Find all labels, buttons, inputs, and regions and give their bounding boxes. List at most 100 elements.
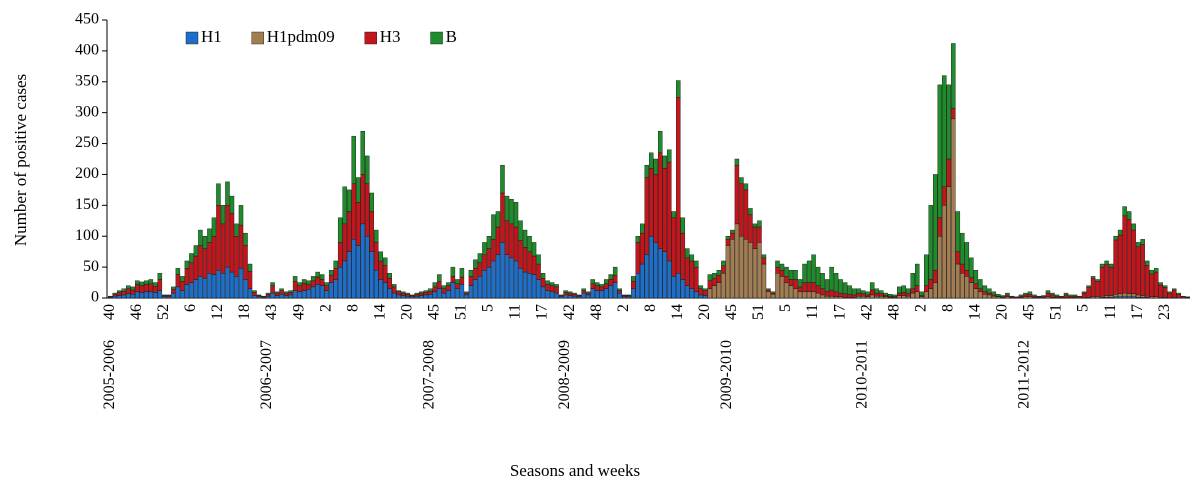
bar-segment bbox=[626, 294, 631, 296]
bar-segment bbox=[662, 155, 668, 169]
bar-segment bbox=[1005, 294, 1010, 297]
bar-segment bbox=[1135, 246, 1141, 296]
bar-segment bbox=[576, 294, 582, 296]
bar-segment bbox=[874, 292, 879, 297]
y-tick-label: 150 bbox=[75, 196, 99, 213]
bar-segment bbox=[117, 290, 122, 293]
bar-segment bbox=[121, 294, 127, 299]
bar-segment bbox=[229, 271, 235, 299]
x-axis-label: Seasons and weeks bbox=[510, 461, 640, 480]
bar-segment bbox=[126, 285, 131, 289]
x-tick-label: 8 bbox=[344, 304, 361, 312]
x-tick-label: 40 bbox=[101, 304, 118, 320]
bar-segment bbox=[680, 232, 686, 280]
bar-segment bbox=[906, 288, 911, 294]
bar-segment bbox=[522, 247, 528, 273]
bar-segment bbox=[779, 263, 785, 271]
bar-segment bbox=[698, 288, 704, 296]
bar-segment bbox=[838, 279, 843, 294]
bar-segment bbox=[676, 97, 681, 274]
bar-segment bbox=[297, 282, 302, 286]
bar-segment bbox=[202, 278, 208, 299]
bar-segment bbox=[833, 291, 839, 297]
bar-segment bbox=[743, 189, 749, 240]
bar-segment bbox=[468, 276, 474, 286]
bar-segment bbox=[603, 279, 609, 284]
bar-segment bbox=[527, 251, 532, 274]
bar-segment bbox=[901, 292, 906, 296]
bar-segment bbox=[982, 285, 988, 293]
bar-segment bbox=[355, 202, 361, 246]
bar-segment bbox=[1072, 294, 1078, 297]
bar-segment bbox=[527, 236, 532, 252]
bar-segment bbox=[1126, 219, 1132, 294]
bar-segment bbox=[608, 285, 613, 299]
bar-segment bbox=[328, 270, 334, 276]
bar-segment bbox=[806, 282, 812, 293]
bar-segment bbox=[779, 270, 785, 277]
bar-segment bbox=[964, 270, 970, 277]
bar-segment bbox=[324, 285, 329, 291]
bar-segment bbox=[1027, 291, 1033, 295]
bar-segment bbox=[1014, 296, 1019, 298]
bar-segment bbox=[383, 265, 388, 283]
bar-segment bbox=[567, 292, 573, 296]
x-tick-label: 2 bbox=[615, 304, 632, 312]
bar-segment bbox=[937, 236, 943, 299]
bar-segment bbox=[540, 286, 546, 299]
bar-segment bbox=[612, 282, 618, 299]
bar-segment bbox=[685, 248, 690, 259]
bar-segment bbox=[545, 290, 550, 299]
bar-segment bbox=[847, 285, 852, 295]
bar-segment bbox=[198, 229, 203, 246]
bar-segment bbox=[734, 158, 740, 166]
bar-segment bbox=[135, 291, 140, 299]
bar-segment bbox=[1059, 295, 1064, 297]
bar-segment bbox=[987, 288, 992, 294]
bar-segment bbox=[599, 284, 604, 288]
bar-segment bbox=[1108, 295, 1114, 298]
bar-segment bbox=[441, 285, 447, 289]
bar-segment bbox=[878, 293, 884, 297]
bar-segment bbox=[1027, 294, 1033, 297]
bar-segment bbox=[919, 291, 924, 296]
bar-segment bbox=[437, 281, 442, 289]
bar-segment bbox=[112, 295, 117, 299]
bar-segment bbox=[549, 285, 555, 293]
bar-segment bbox=[951, 43, 956, 109]
bar-segment bbox=[522, 229, 528, 248]
bar-segment bbox=[1095, 279, 1100, 282]
bar-segment bbox=[734, 164, 740, 225]
bar-segment bbox=[1167, 292, 1172, 299]
bar-segment bbox=[342, 223, 347, 262]
bar-segment bbox=[820, 288, 825, 296]
bar-segment bbox=[955, 211, 961, 252]
bar-segment bbox=[640, 263, 645, 299]
bar-segment bbox=[743, 183, 749, 191]
bar-segment bbox=[1140, 239, 1145, 245]
bar-segment bbox=[946, 186, 952, 299]
bar-segment bbox=[455, 283, 460, 289]
bar-segment bbox=[640, 223, 645, 234]
bar-segment bbox=[351, 135, 356, 184]
bar-segment bbox=[739, 183, 744, 237]
bar-segment bbox=[1095, 281, 1100, 297]
bar-segment bbox=[594, 290, 600, 299]
x-tick-label: 18 bbox=[236, 304, 253, 320]
bar-segment bbox=[851, 288, 857, 296]
bar-segment bbox=[585, 291, 591, 294]
bar-segment bbox=[504, 254, 510, 299]
bar-segment bbox=[721, 260, 726, 267]
bar-segment bbox=[924, 254, 929, 286]
bar-segment bbox=[730, 239, 735, 299]
bar-segment bbox=[567, 295, 573, 299]
bar-segment bbox=[265, 294, 271, 297]
bar-segment bbox=[1176, 292, 1181, 295]
bar-segment bbox=[238, 268, 244, 299]
bar-segment bbox=[878, 290, 884, 294]
bar-segment bbox=[482, 254, 487, 271]
bar-segment bbox=[283, 291, 289, 294]
legend-swatch bbox=[430, 31, 443, 45]
bar-segment bbox=[928, 205, 933, 280]
bar-segment bbox=[202, 236, 208, 249]
